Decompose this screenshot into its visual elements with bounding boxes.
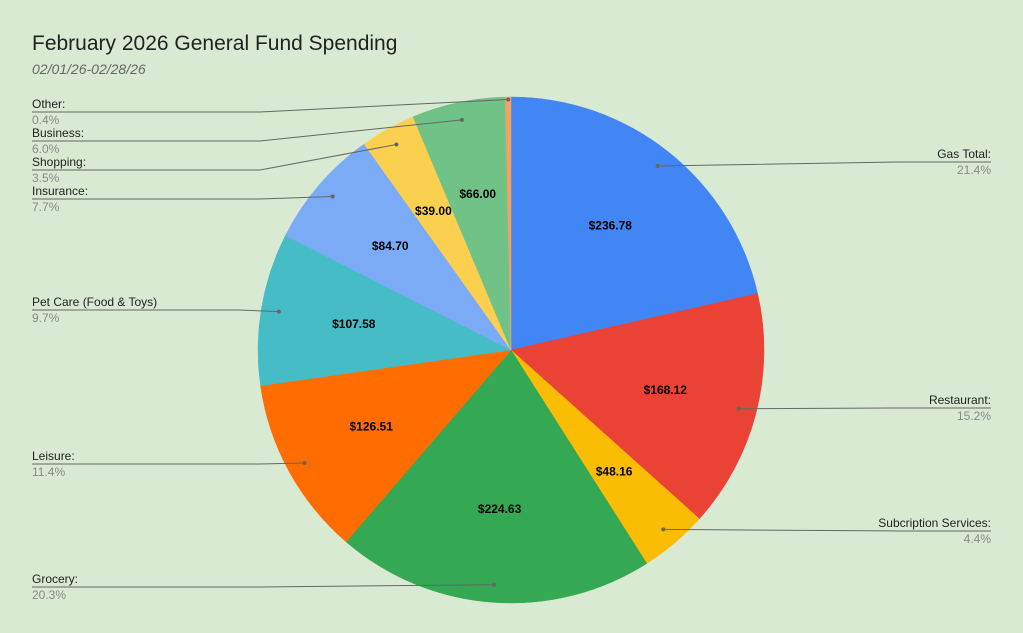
legend-percent-restaurant: 15.2% xyxy=(957,409,991,423)
pie-slice-grocery xyxy=(345,349,648,604)
legend-percent-business: 6.0% xyxy=(32,142,60,156)
leader-dot-pet-care-food-toys xyxy=(276,309,281,314)
slice-value-label-subcription-services: $48.16 xyxy=(596,465,633,479)
leader-line-other xyxy=(32,99,509,113)
legend-percent-gas-total: 21.4% xyxy=(957,163,991,177)
leader-line-pet-care-food-toys xyxy=(32,309,279,313)
slice-value-label-leisure: $126.51 xyxy=(350,420,394,434)
leader-dot-restaurant xyxy=(736,406,741,411)
legend-percent-shopping: 3.5% xyxy=(32,171,60,185)
slice-value-label-restaurant: $168.12 xyxy=(644,383,688,397)
legend-percent-other: 0.4% xyxy=(32,113,60,127)
legend-percent-subcription-services: 4.4% xyxy=(964,532,992,546)
legend-percent-grocery: 20.3% xyxy=(32,588,66,602)
slice-value-label-pet-care-food-toys: $107.58 xyxy=(332,317,376,331)
leader-line-subcription-services xyxy=(663,528,991,532)
leader-line-grocery xyxy=(32,584,495,588)
leader-dot-business xyxy=(459,117,464,122)
legend-name-other: Other: xyxy=(32,97,65,111)
leader-dot-grocery xyxy=(492,582,497,587)
legend-name-restaurant: Restaurant: xyxy=(929,393,991,407)
legend-name-insurance: Insurance: xyxy=(32,184,88,198)
chart-subtitle: 02/01/26-02/28/26 xyxy=(32,61,146,77)
pie-slice-pet-care-food-toys xyxy=(257,235,512,386)
slice-value-label-shopping: $39.00 xyxy=(415,204,452,218)
pie-slice-restaurant xyxy=(510,293,765,520)
legend-name-business: Business: xyxy=(32,126,84,140)
leader-line-restaurant xyxy=(738,407,991,410)
legend-name-pet-care-food-toys: Pet Care (Food & Toys) xyxy=(32,295,157,309)
leader-line-shopping xyxy=(32,144,397,171)
legend-name-gas-total: Gas Total: xyxy=(937,147,991,161)
pie-slice-insurance xyxy=(285,143,512,351)
leader-dot-shopping xyxy=(394,142,399,147)
legend-percent-insurance: 7.7% xyxy=(32,200,60,214)
leader-dot-other xyxy=(506,97,511,102)
leader-line-insurance xyxy=(32,196,333,200)
legend-name-grocery: Grocery: xyxy=(32,572,78,586)
slice-value-label-business: $66.00 xyxy=(459,187,496,201)
pie-slice-leisure xyxy=(260,349,512,543)
leader-line-gas-total xyxy=(657,161,991,167)
legend-name-shopping: Shopping: xyxy=(32,155,86,169)
leader-dot-leisure xyxy=(302,461,307,465)
chart-title: February 2026 General Fund Spending xyxy=(32,32,398,55)
leader-dot-insurance xyxy=(330,194,335,199)
pie-slice-other xyxy=(504,96,512,351)
leader-dot-subcription-services xyxy=(661,527,666,532)
legend-percent-leisure: 11.4% xyxy=(32,465,65,479)
slice-value-label-grocery: $224.63 xyxy=(478,502,522,516)
legend-name-leisure: Leisure: xyxy=(32,449,75,463)
leader-line-business xyxy=(32,119,462,142)
slice-value-label-insurance: $84.70 xyxy=(372,239,409,253)
leader-dot-gas-total xyxy=(655,164,660,168)
legend-name-subcription-services: Subcription Services: xyxy=(878,516,991,530)
slice-value-label-gas-total: $236.78 xyxy=(589,218,633,232)
leader-line-leisure xyxy=(32,462,305,465)
legend-percent-pet-care-food-toys: 9.7% xyxy=(32,311,60,325)
pie-slice-gas-total xyxy=(510,96,758,351)
